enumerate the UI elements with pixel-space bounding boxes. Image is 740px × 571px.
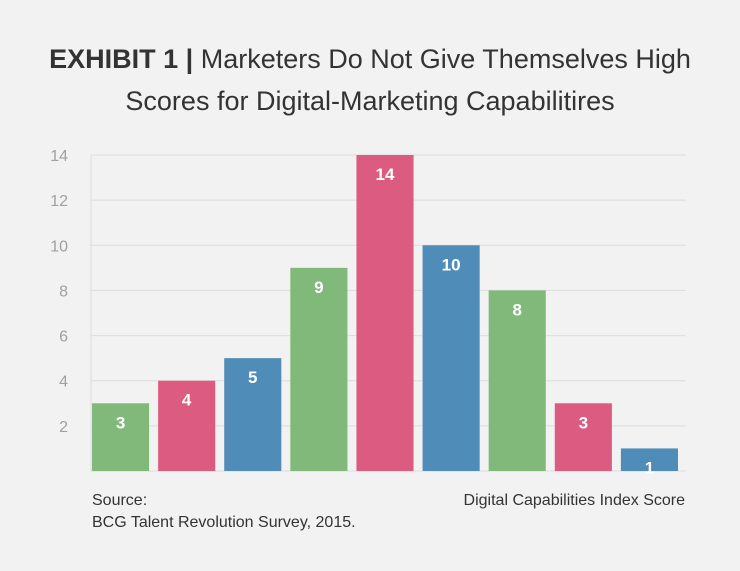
bar-value-label: 3 bbox=[116, 413, 125, 432]
bar bbox=[422, 245, 480, 471]
title-separator: | bbox=[185, 44, 194, 74]
y-tick-label: 4 bbox=[59, 374, 68, 391]
title-line-2: Scores for Digital-Marketing Capabilitir… bbox=[125, 86, 615, 116]
bar bbox=[290, 267, 348, 471]
bar-value-label: 3 bbox=[579, 413, 588, 432]
bar-value-label: 8 bbox=[512, 300, 521, 319]
x-axis-note: Digital Capabilities Index Score bbox=[463, 492, 685, 509]
bar bbox=[356, 155, 414, 471]
source-note: Source: BCG Talent Revolution Survey, 20… bbox=[92, 490, 356, 534]
y-tick-label: 6 bbox=[59, 329, 68, 346]
y-tick-label: 12 bbox=[50, 193, 68, 210]
bar-value-label: 10 bbox=[442, 255, 461, 274]
data-labels: 3 4 5 9 14 10 8 3 1 bbox=[116, 165, 654, 477]
bar-value-label: 14 bbox=[376, 165, 395, 184]
bar-value-label: 5 bbox=[248, 368, 257, 387]
y-axis-ticks: 2 4 6 8 10 12 14 bbox=[50, 148, 68, 436]
y-tick-label: 10 bbox=[50, 238, 68, 255]
y-tick-label: 2 bbox=[59, 419, 68, 436]
bar bbox=[554, 403, 612, 471]
bar bbox=[488, 290, 546, 471]
bar-value-label: 9 bbox=[314, 278, 323, 297]
bar bbox=[158, 380, 216, 471]
chart-title: EXHIBIT 1 | Marketers Do Not Give Themse… bbox=[0, 38, 740, 122]
title-text-line-1: Marketers Do Not Give Themselves High bbox=[200, 44, 691, 74]
title-line-1: EXHIBIT 1 | Marketers Do Not Give Themse… bbox=[0, 38, 740, 80]
y-tick-label: 14 bbox=[50, 148, 68, 165]
bar-value-label: 1 bbox=[645, 458, 654, 477]
source-text: BCG Talent Revolution Survey, 2015. bbox=[92, 514, 356, 531]
bars bbox=[92, 155, 678, 471]
bar bbox=[92, 403, 150, 471]
bar bbox=[224, 358, 282, 471]
bar bbox=[620, 448, 678, 471]
bar-value-label: 4 bbox=[182, 391, 192, 410]
y-tick-label: 8 bbox=[59, 283, 68, 300]
source-label: Source: bbox=[92, 492, 148, 509]
exhibit-label: EXHIBIT 1 bbox=[49, 44, 179, 74]
